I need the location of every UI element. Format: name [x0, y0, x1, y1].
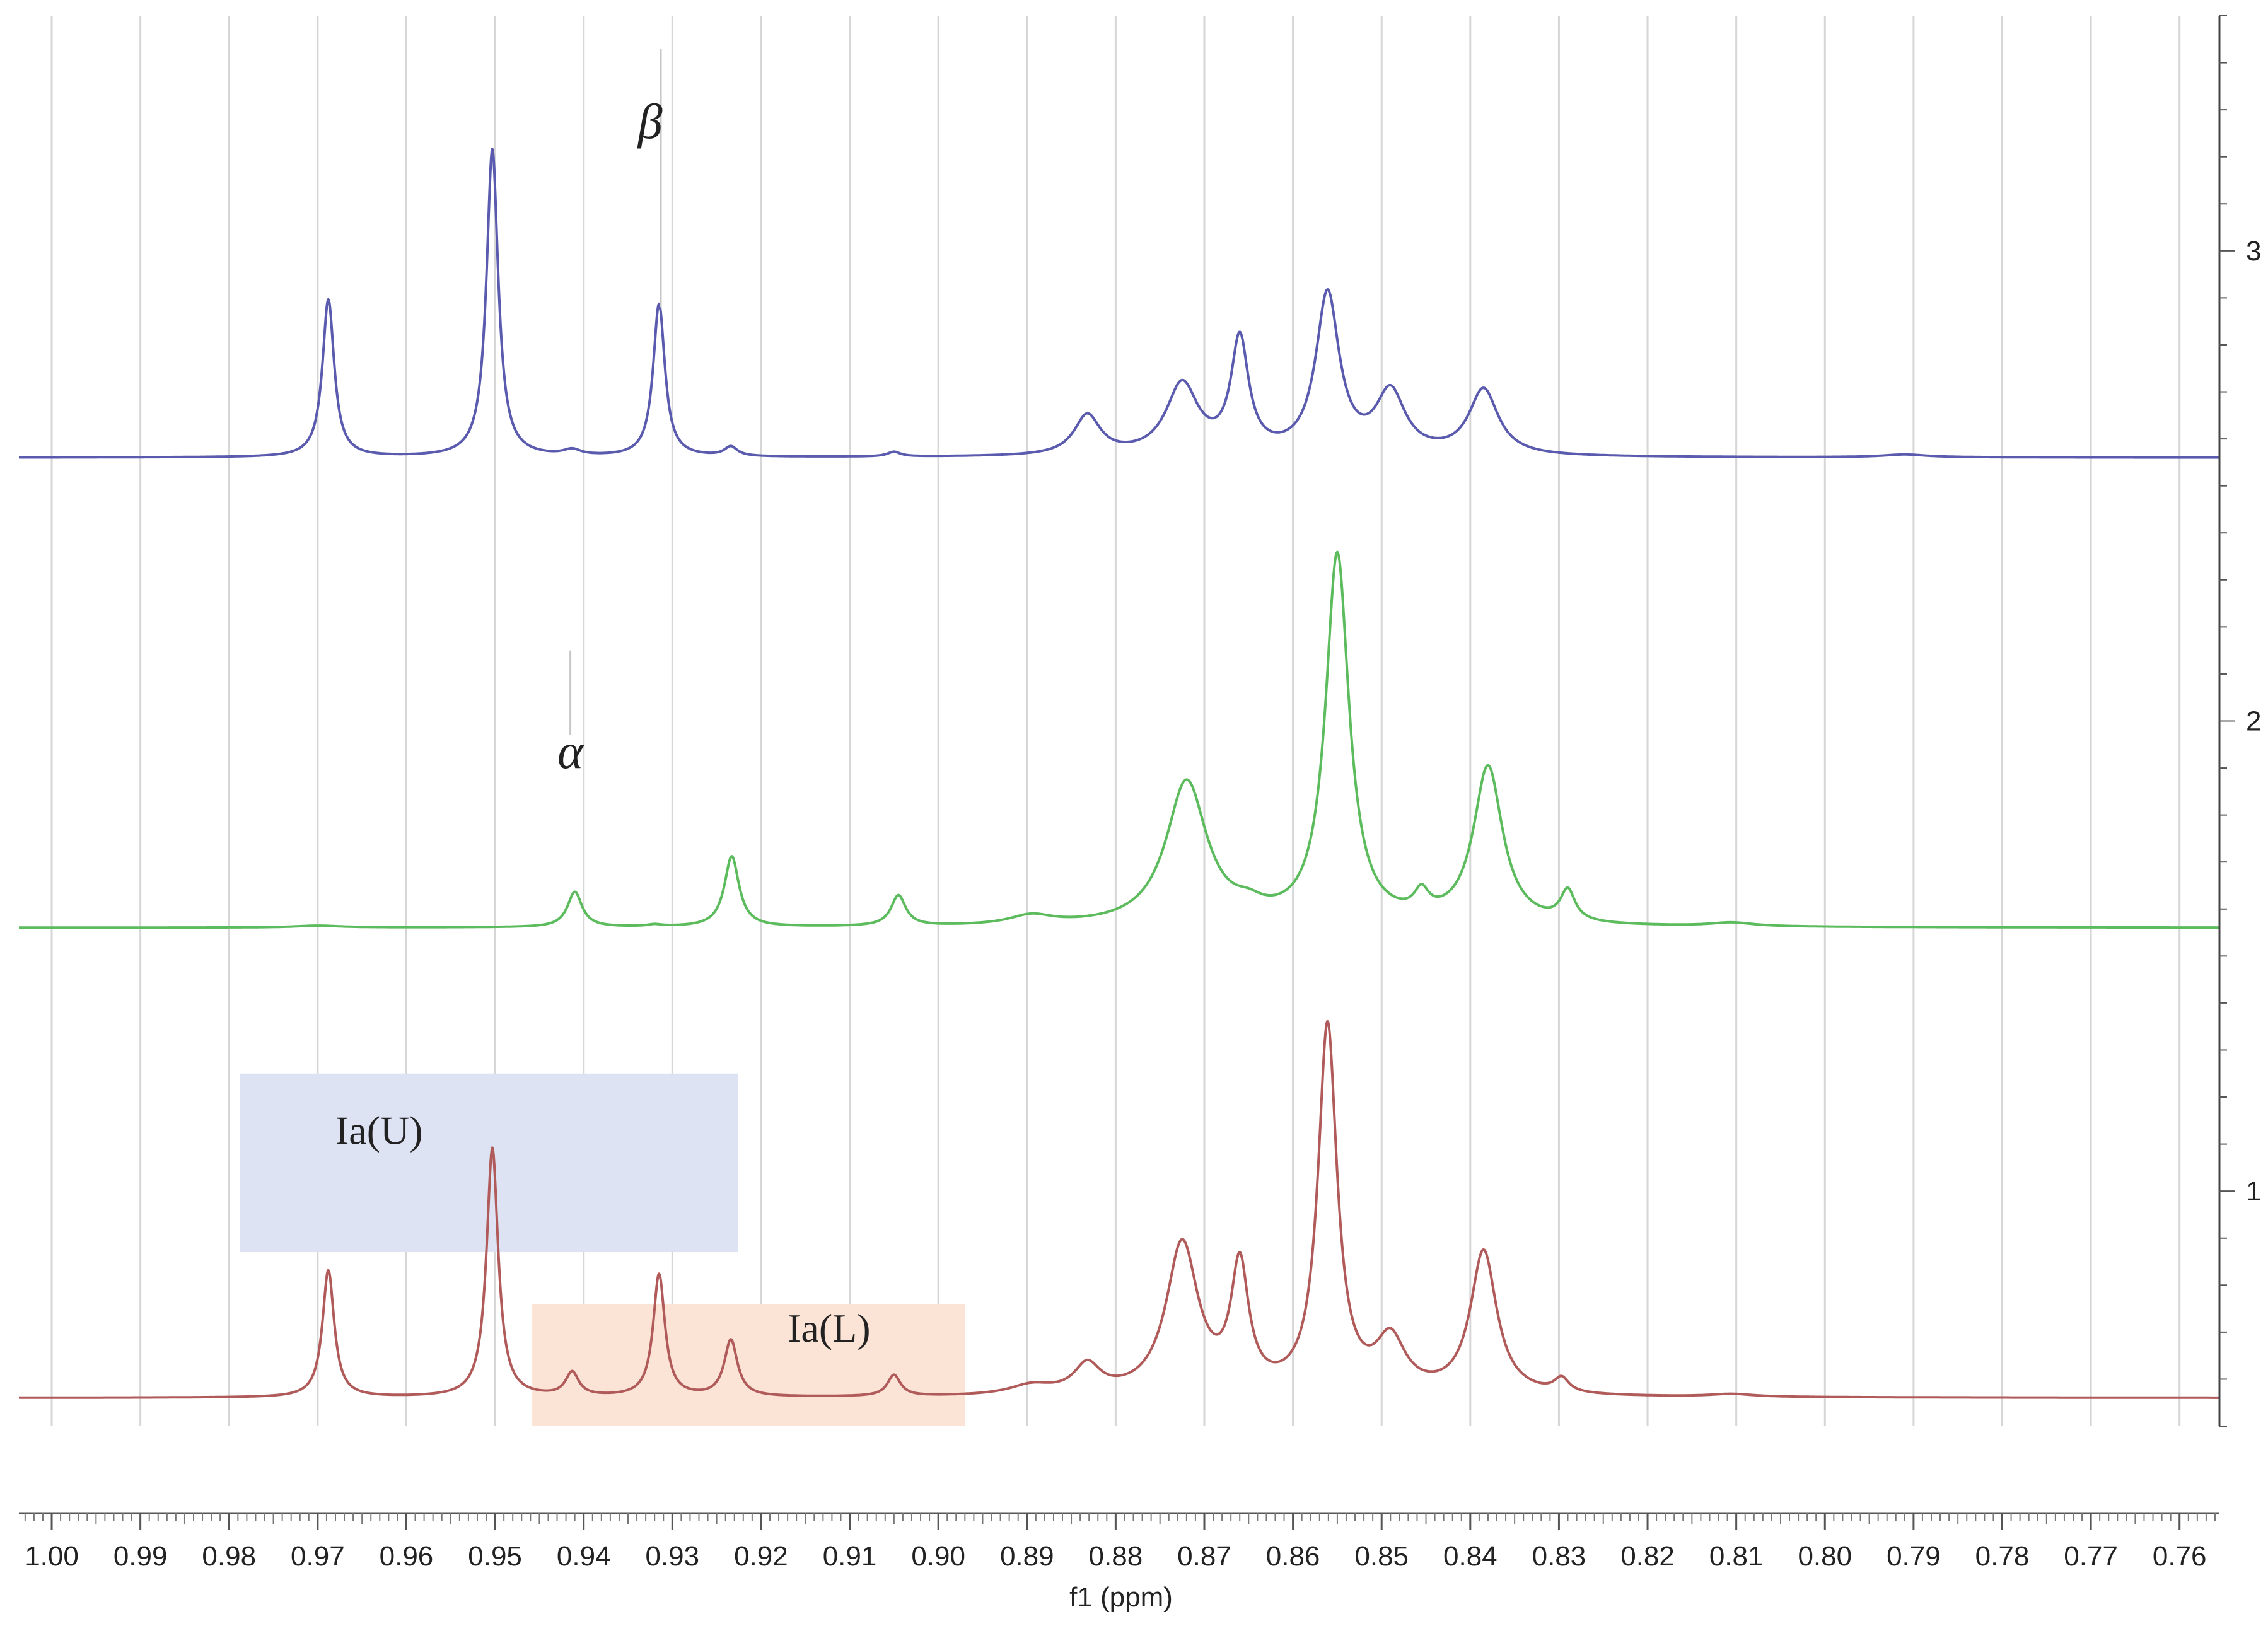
peak-annotation: α — [557, 724, 584, 779]
peak-annotation: β — [637, 94, 663, 149]
x-tick-label: 0.87 — [1177, 1541, 1231, 1572]
x-tick-label: 0.92 — [734, 1541, 788, 1572]
x-tick-label: 0.99 — [113, 1541, 168, 1572]
x-tick-label: 0.97 — [291, 1541, 345, 1572]
x-tick-label: 0.84 — [1443, 1541, 1497, 1572]
peak-annotations: Ia(U) Ia(L) β α — [335, 49, 871, 1350]
x-tick-label: 0.82 — [1620, 1541, 1675, 1572]
x-tick-label: 0.78 — [1975, 1541, 2030, 1572]
region-label: Ia(U) — [335, 1108, 423, 1153]
spectrum-trace-1 — [18, 1020, 2220, 1399]
region-label: Ia(L) — [788, 1306, 870, 1350]
spectrum-traces — [18, 148, 2220, 1399]
right-tick-label: 2 — [2246, 706, 2261, 737]
x-tick-label: 0.88 — [1089, 1541, 1143, 1572]
x-axis-title: f1 (ppm) — [1069, 1582, 1173, 1613]
x-tick-label: 0.89 — [1000, 1541, 1054, 1572]
x-tick-label: 0.93 — [645, 1541, 699, 1572]
x-tick-label: 0.83 — [1532, 1541, 1586, 1572]
x-tick-label: 0.90 — [911, 1541, 965, 1572]
right-axis: 1 2 3 — [2218, 15, 2261, 1427]
x-tick-label: 0.91 — [823, 1541, 877, 1572]
spectrum-trace-3 — [18, 148, 2220, 459]
right-tick-label: 3 — [2246, 236, 2261, 267]
spectrum-trace-2 — [18, 550, 2220, 929]
vertical-gridlines — [50, 16, 2181, 1426]
x-tick-label: 0.95 — [468, 1541, 522, 1572]
x-tick-label: 0.80 — [1798, 1541, 1852, 1572]
x-tick-label: 0.79 — [1887, 1541, 1941, 1572]
x-tick-label: 0.94 — [557, 1541, 611, 1572]
right-tick-label: 1 — [2246, 1176, 2261, 1207]
x-tick-label: 0.81 — [1709, 1541, 1764, 1572]
x-tick-label: 0.76 — [2153, 1541, 2207, 1572]
x-tick-label: 1.00 — [25, 1541, 79, 1572]
x-axis: 1.00 0.99 0.98 0.97 0.96 0.95 0.94 0.93 0.92 0.91… — [19, 1512, 2219, 1572]
x-tick-label: 0.77 — [2064, 1541, 2118, 1572]
x-tick-label: 0.86 — [1266, 1541, 1320, 1572]
x-tick-label: 0.96 — [380, 1541, 434, 1572]
x-tick-label: 0.98 — [202, 1541, 256, 1572]
region-box — [532, 1304, 965, 1426]
x-tick-label: 0.85 — [1354, 1541, 1409, 1572]
